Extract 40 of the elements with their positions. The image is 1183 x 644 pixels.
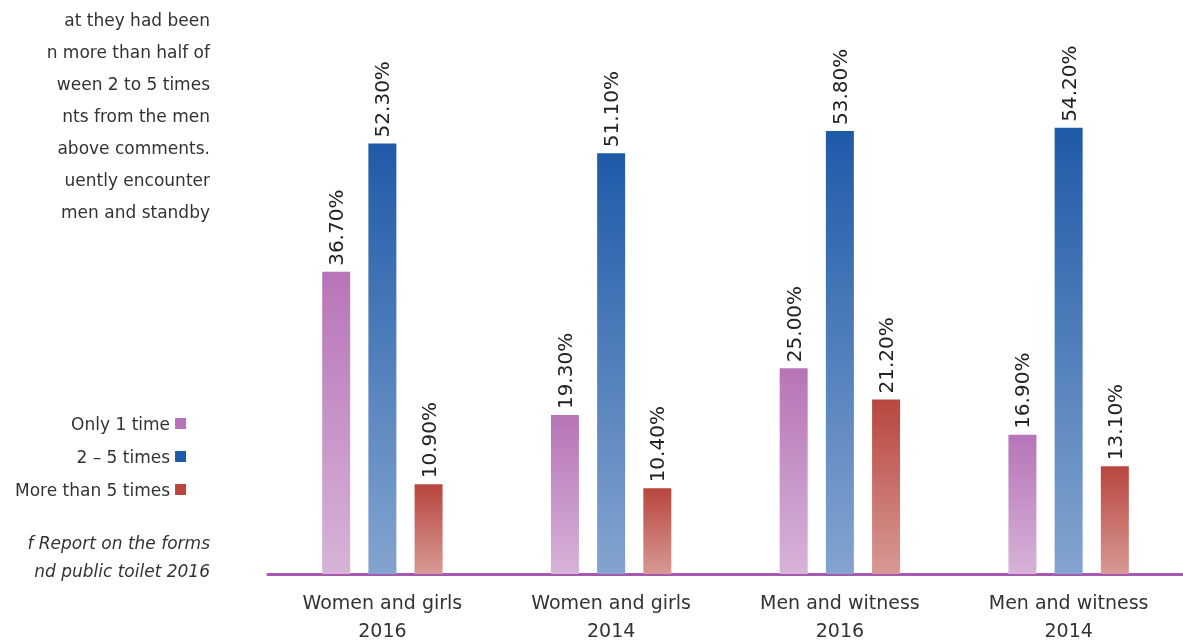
x-tick-label: Men and witness 2014 [988,591,1149,641]
legend-label: More than 5 times [14,479,171,500]
x-tick-label: Women and girls 2016 [302,591,463,641]
x-tick-label: Women and girls 2014 [531,591,691,641]
bar [1054,127,1083,574]
data-label: 10.40% [645,406,670,483]
bar [550,415,579,574]
bar [1008,434,1037,574]
bar [779,368,808,574]
legend-label: Only 1 time [71,413,171,434]
data-label: 54.20% [1056,45,1081,122]
text: men and standby [55,201,210,222]
bar [414,484,443,574]
data-label: 36.70% [324,189,349,266]
text: f Report on the forms [27,532,211,553]
data-label: 51.10% [599,71,624,148]
bar [1100,466,1129,574]
data-label: 52.30% [370,61,395,138]
legend-label: 2 – 5 times [76,446,171,467]
bar [597,153,626,574]
bar [368,143,397,574]
data-label: 53.80% [827,48,852,126]
text: nd public toilet 2016 [34,560,211,581]
data-label: 25.00% [781,285,806,363]
x-tick-label: Men and witness 2016 [760,591,920,641]
data-label: 10.90% [416,401,441,479]
data-label: 16.90% [1010,352,1035,429]
text: at they had been [64,9,210,30]
data-label: 13.10% [1102,383,1127,461]
text: above comments. [57,137,210,158]
bar [322,271,351,574]
text: ween 2 to 5 times [56,73,211,94]
data-label: 19.30% [552,332,577,410]
text: n more than half of [46,41,212,62]
bar [643,488,672,574]
bar [872,399,901,574]
data-label: 21.20% [874,317,899,394]
bar [825,131,854,574]
text: uently encounter [64,169,210,190]
text: nts from the men [62,105,210,126]
